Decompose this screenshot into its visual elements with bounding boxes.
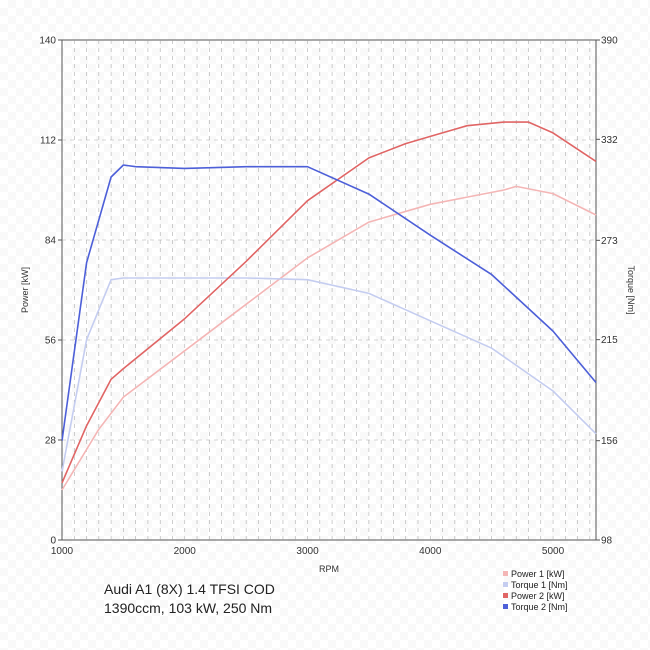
legend-swatch — [503, 571, 508, 576]
x-tick-label: 5000 — [542, 546, 565, 557]
y-right-tick-label: 156 — [601, 436, 618, 447]
series-line-torque-1-nm — [61, 277, 597, 472]
y-axis-left-title: Power [kW] — [20, 267, 30, 313]
tick-labels: 1000 2000 3000 4000 5000 0 28 56 84 112 140 98 156 21… — [39, 36, 618, 558]
legend-label: Power 1 [kW] — [511, 569, 565, 579]
x-axis-title: RPM — [319, 564, 339, 574]
series-line-torque-2-nm — [61, 164, 597, 441]
y-right-tick-label: 390 — [601, 36, 618, 47]
plot-area — [61, 39, 597, 541]
y-right-tick-label: 98 — [601, 536, 613, 547]
series-line-power-1-kw — [61, 185, 597, 491]
y-left-tick-label: 28 — [45, 436, 57, 447]
series-lines — [61, 121, 597, 491]
y-left-tick-label: 0 — [50, 536, 56, 547]
legend-swatch — [503, 593, 508, 598]
grid — [62, 40, 596, 540]
legend-swatch — [503, 582, 508, 587]
y-right-tick-label: 273 — [601, 236, 618, 247]
y-left-tick-label: 140 — [39, 36, 56, 47]
y-left-tick-label: 84 — [45, 236, 57, 247]
x-tick-label: 4000 — [419, 546, 442, 557]
caption-line-1: Audi A1 (8X) 1.4 TFSI COD — [104, 581, 275, 597]
x-tick-label: 1000 — [51, 546, 74, 557]
legend-label: Torque 1 [Nm] — [511, 580, 568, 590]
caption-line-2: 1390ccm, 103 kW, 250 Nm — [104, 600, 272, 616]
legend: Power 1 [kW]Torque 1 [Nm]Power 2 [kW]Tor… — [503, 569, 568, 612]
x-tick-label: 2000 — [174, 546, 197, 557]
legend-label: Torque 2 [Nm] — [511, 602, 568, 612]
y-left-tick-label: 112 — [40, 136, 56, 147]
y-left-tick-label: 56 — [45, 336, 57, 347]
y-right-tick-label: 215 — [601, 335, 618, 346]
y-axis-right-title: Torque [Nm] — [626, 265, 636, 314]
series-line-power-2-kw — [61, 121, 597, 484]
legend-label: Power 2 [kW] — [511, 591, 565, 601]
x-tick-label: 3000 — [296, 546, 319, 557]
y-right-tick-label: 332 — [601, 135, 618, 146]
legend-swatch — [503, 604, 508, 609]
